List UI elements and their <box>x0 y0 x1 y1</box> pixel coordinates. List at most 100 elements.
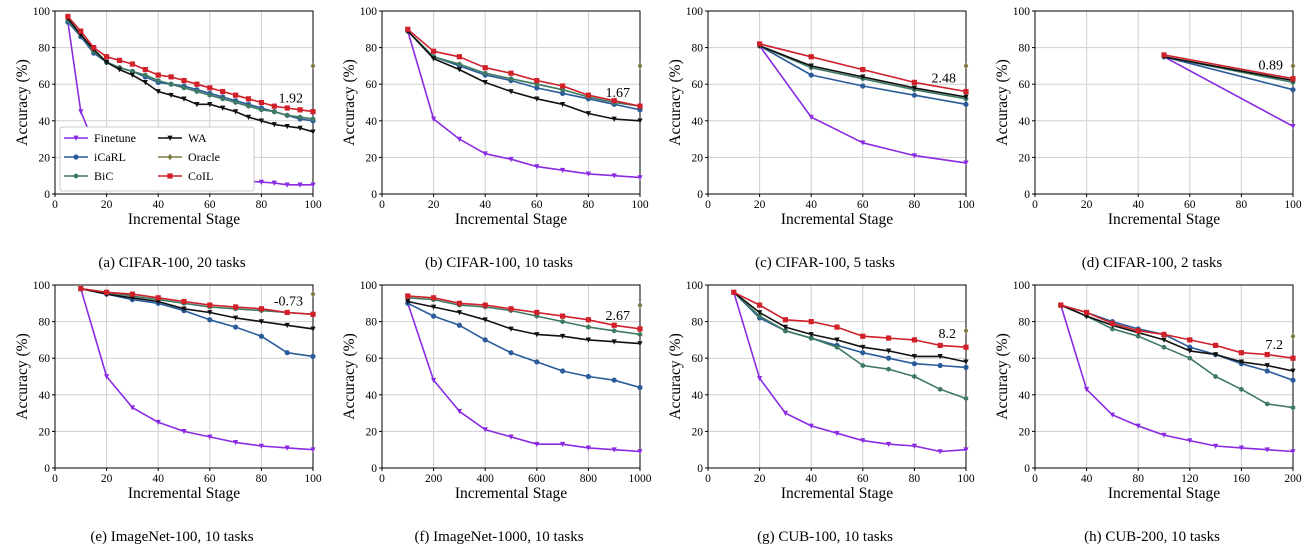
data-point-coil <box>963 344 969 350</box>
data-point-icarl <box>560 368 566 374</box>
x-tick-label: 80 <box>1132 473 1144 485</box>
data-point-wa <box>129 72 135 78</box>
series-line-wa <box>80 287 314 330</box>
data-point-oracle <box>963 327 969 335</box>
gap-annotation: 1.92 <box>279 92 304 107</box>
data-point-bic <box>560 319 565 325</box>
x-tick-label: 40 <box>805 199 817 211</box>
series-line-wa <box>67 17 314 133</box>
series-line-finetune <box>80 288 314 451</box>
data-point-coil <box>233 92 239 98</box>
data-point-coil <box>104 289 110 295</box>
y-tick-label: 40 <box>39 390 51 402</box>
legend-marker-wa <box>167 135 173 141</box>
data-point-icarl <box>1187 344 1193 350</box>
legend-marker-bic <box>73 173 79 179</box>
data-point-wa <box>310 129 316 135</box>
data-point-icarl <box>233 324 239 330</box>
y-tick-label: 40 <box>692 390 704 402</box>
x-axis-label: Incremental Stage <box>781 211 893 228</box>
y-tick-label: 80 <box>1019 43 1031 55</box>
data-point-wa <box>129 295 135 301</box>
data-point-wa <box>155 89 161 95</box>
data-point-coil <box>271 103 277 109</box>
data-point-coil <box>78 286 84 292</box>
data-point-coil <box>258 306 264 312</box>
data-point-wa <box>637 341 643 347</box>
data-point-coil <box>456 300 462 306</box>
x-tick-label: 100 <box>304 199 322 211</box>
plot-frame <box>54 10 314 195</box>
data-point-coil <box>65 13 71 20</box>
data-point-bic <box>757 313 762 319</box>
data-point-wa <box>782 324 788 330</box>
data-point-bic <box>963 395 969 402</box>
x-tick-label: 60 <box>204 199 216 211</box>
data-point-bic <box>808 335 814 341</box>
y-tick-label: 60 <box>39 79 51 91</box>
data-point-coil <box>91 45 97 51</box>
x-tick-label: 80 <box>256 473 268 485</box>
plot-frame <box>707 10 967 195</box>
x-axis-label: Incremental Stage <box>455 211 567 228</box>
data-point-wa <box>155 299 161 305</box>
data-point-coil <box>310 311 316 317</box>
data-point-oracle <box>1290 62 1296 70</box>
plot-frame <box>1034 284 1294 469</box>
data-point-bic <box>912 373 917 380</box>
data-point-bic <box>637 331 643 338</box>
data-point-coil <box>1264 351 1270 358</box>
data-point-finetune <box>834 430 840 437</box>
x-tick-label: 100 <box>1284 199 1302 211</box>
series-line-bic <box>1060 304 1294 409</box>
series-line-wa <box>407 300 641 345</box>
y-tick-label: 100 <box>33 6 51 18</box>
data-point-finetune <box>808 114 814 120</box>
data-point-wa <box>233 315 239 321</box>
x-tick-label: 100 <box>957 473 975 485</box>
chart-panel-1: 0 20 40 60 80 100 0 20 40 60 80 100 Incremental Stag… <box>14 6 322 271</box>
data-point-wa <box>508 89 514 95</box>
x-tick-label: 0 <box>705 473 711 485</box>
data-point-finetune <box>271 180 277 186</box>
y-tick-label: 20 <box>39 152 51 164</box>
y-axis-label: Accuracy (%) <box>341 59 358 145</box>
x-tick-label: 20 <box>101 473 113 485</box>
data-point-wa <box>1161 337 1167 343</box>
legend-label-wa: WA <box>188 131 207 145</box>
data-point-icarl <box>534 359 540 365</box>
y-axis-label: Accuracy (%) <box>994 333 1011 419</box>
y-tick-label: 80 <box>366 43 378 55</box>
data-point-bic <box>155 77 161 84</box>
y-tick-label: 60 <box>1019 353 1031 365</box>
data-point-coil <box>1135 328 1141 334</box>
y-tick-label: 0 <box>371 463 377 475</box>
data-point-wa <box>860 74 866 80</box>
x-tick-label: 20 <box>754 199 766 211</box>
chart-panel-4: 0 20 40 60 80 100 0 20 40 60 80 100 Incremental Stag… <box>994 6 1302 271</box>
data-point-bic <box>284 112 290 118</box>
data-point-wa <box>181 96 187 102</box>
data-point-icarl <box>937 362 943 369</box>
data-point-finetune <box>258 443 264 449</box>
data-point-finetune <box>637 175 643 181</box>
panel-caption: (c) CIFAR-100, 5 tasks <box>755 255 895 271</box>
data-point-bic <box>233 99 238 106</box>
data-point-finetune <box>155 419 161 426</box>
data-point-finetune <box>310 447 316 453</box>
x-tick-label: 60 <box>204 473 216 485</box>
data-point-icarl <box>284 350 290 356</box>
x-tick-label: 160 <box>1233 473 1251 485</box>
data-point-wa <box>258 319 264 325</box>
data-point-wa <box>611 339 617 345</box>
y-tick-label: 20 <box>692 152 704 164</box>
panel-caption: (g) CUB-100, 10 tasks <box>757 529 893 545</box>
data-point-wa <box>963 359 969 365</box>
x-tick-label: 800 <box>580 473 598 485</box>
data-point-bic <box>834 344 840 350</box>
data-point-bic <box>1264 401 1270 407</box>
data-point-bic <box>181 85 187 91</box>
data-point-icarl <box>482 337 488 343</box>
y-tick-label: 80 <box>1019 317 1031 329</box>
x-axis-label: Incremental Stage <box>455 485 567 502</box>
